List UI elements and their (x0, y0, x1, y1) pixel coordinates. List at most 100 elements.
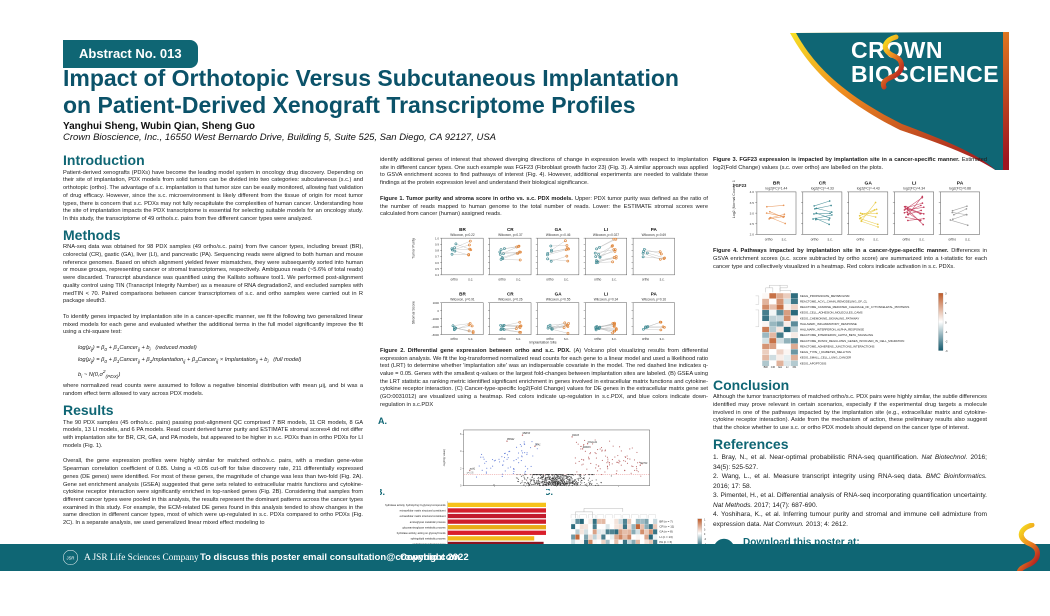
svg-text:Wilcoxon, p=0.34: Wilcoxon, p=0.34 (594, 297, 619, 301)
svg-text:ortho: ortho (594, 277, 601, 281)
svg-text:extracellular matrix structura: extracellular matrix structural constitu… (400, 514, 446, 518)
svg-text:LI: LI (912, 181, 917, 187)
svg-text:s.c.: s.c. (564, 277, 569, 281)
svg-text:PA: PA (793, 365, 797, 369)
svg-text:0: 0 (437, 309, 439, 313)
svg-text:6: 6 (460, 434, 462, 436)
svg-text:log2(FC)=4.34: log2(FC)=4.34 (903, 187, 925, 191)
svg-text:s.c.: s.c. (660, 277, 665, 281)
svg-text:log2(FC)=-4.43: log2(FC)=-4.43 (857, 187, 880, 191)
svg-text:Wilcoxon, p=0.37: Wilcoxon, p=0.37 (498, 233, 523, 237)
svg-text:sphingolipid metabolic process: sphingolipid metabolic process (411, 537, 447, 541)
svg-text:REACTOME_CASPASE_MEDIATED_CLEA: REACTOME_CASPASE_MEDIATED_CLEAVAGE_OF_CY… (800, 305, 909, 309)
svg-text:KEGG_APOPTOSIS: KEGG_APOPTOSIS (800, 361, 826, 365)
svg-text:-3000: -3000 (432, 333, 440, 337)
svg-text:BR: BR (459, 227, 466, 232)
svg-text:0: 0 (945, 320, 947, 324)
svg-text:3.5: 3.5 (750, 201, 755, 205)
svg-text:ortho: ortho (948, 238, 956, 242)
svg-text:4: 4 (460, 451, 462, 453)
svg-text:Stromal Score: Stromal Score (412, 301, 416, 324)
svg-text:BR (n = 7): BR (n = 7) (659, 519, 672, 523)
svg-text:KEGG_TYPE_I_DIABETES_MELLITUS: KEGG_TYPE_I_DIABETES_MELLITUS (800, 350, 851, 354)
svg-text:-0.5: -0.5 (704, 538, 706, 541)
svg-text:Tumor Purity: Tumor Purity (412, 238, 416, 259)
svg-text:ortho: ortho (902, 238, 910, 242)
svg-text:LI: LI (604, 291, 608, 296)
svg-text:s.c.: s.c. (612, 337, 617, 341)
svg-text:extracellular matrix structura: extracellular matrix structural constitu… (400, 509, 446, 513)
svg-text:Wilcoxon, p=0.55: Wilcoxon, p=0.55 (546, 297, 571, 301)
svg-text:0.5: 0.5 (435, 267, 439, 271)
svg-text:0.9: 0.9 (435, 242, 439, 246)
svg-text:PA: PA (957, 181, 964, 187)
svg-text:s.c.: s.c. (468, 277, 473, 281)
svg-text:ortho: ortho (811, 238, 819, 242)
svg-text:GA: GA (555, 227, 563, 232)
svg-text:GA (n = 8): GA (n = 8) (659, 530, 672, 534)
svg-text:CR: CR (507, 227, 514, 232)
svg-text:REACTOME_RUNX2_REGULATES_GENES: REACTOME_RUNX2_REGULATES_GENES_INVOLVED_… (800, 338, 904, 342)
svg-text:BR: BR (764, 365, 768, 369)
svg-text:0.7: 0.7 (435, 255, 439, 259)
svg-text:1: 1 (945, 310, 947, 314)
svg-text:ortho: ortho (451, 277, 458, 281)
svg-text:3: 3 (945, 291, 947, 295)
svg-text:s.c.: s.c. (564, 337, 569, 341)
svg-text:GA: GA (555, 291, 563, 296)
svg-text:Wilcoxon, p=0.027: Wilcoxon, p=0.027 (593, 233, 619, 237)
svg-text:FGF23: FGF23 (572, 435, 580, 437)
svg-text:s.c.: s.c. (873, 238, 878, 242)
svg-text:hydrolase activity, acting on: hydrolase activity, acting on glycosyl b… (397, 531, 447, 535)
svg-text:0.6: 0.6 (435, 261, 439, 265)
svg-text:1: 1 (704, 523, 706, 526)
svg-text:LI: LI (786, 365, 789, 369)
svg-text:0.5: 0.5 (704, 528, 706, 531)
svg-text:-1000: -1000 (432, 317, 440, 321)
svg-text:s.c.: s.c. (965, 238, 970, 242)
svg-text:log2(FC)=-4.33: log2(FC)=-4.33 (811, 187, 834, 191)
svg-text:BR: BR (459, 291, 466, 296)
svg-text:0.4: 0.4 (435, 273, 439, 277)
svg-text:ortho: ortho (451, 337, 458, 341)
svg-text:GA: GA (778, 365, 782, 369)
svg-text:s.c.: s.c. (660, 337, 665, 341)
svg-text:MMP13: MMP13 (523, 433, 531, 435)
svg-text:1.0: 1.0 (435, 236, 439, 240)
svg-text:0: 0 (460, 486, 462, 487)
svg-text:actb1: actb1 (470, 468, 476, 471)
svg-text:KEGG_PROPANOATE_METABOLISM: KEGG_PROPANOATE_METABOLISM (800, 293, 850, 297)
svg-text:ortho: ortho (498, 277, 505, 281)
svg-text:glycosaminoglycan metabolic pr: glycosaminoglycan metabolic process (403, 525, 447, 529)
svg-text:0: 0 (704, 533, 706, 536)
svg-text:s.c.: s.c. (468, 337, 473, 341)
svg-text:q=0.05: q=0.05 (467, 473, 475, 475)
svg-text:Wilcoxon, p=0.22: Wilcoxon, p=0.22 (450, 233, 475, 237)
svg-text:-log10(q value): -log10(q value) (442, 449, 446, 466)
svg-text:HALLMARK_INTERFERON_ALPHA_RESP: HALLMARK_INTERFERON_ALPHA_RESPONSE (800, 327, 864, 331)
svg-text:s.c.: s.c. (612, 277, 617, 281)
svg-text:PA: PA (651, 227, 658, 232)
svg-text:KEGG_SMALL_CELL_LUNG_CANCER: KEGG_SMALL_CELL_LUNG_CANCER (800, 355, 851, 359)
svg-text:JSR: JSR (67, 556, 75, 561)
svg-text:CR (n = 11): CR (n = 11) (659, 524, 674, 528)
svg-text:MYH11: MYH11 (640, 463, 648, 465)
svg-text:PRSS2: PRSS2 (507, 439, 515, 441)
svg-text:-2: -2 (945, 339, 948, 343)
svg-text:PA: PA (651, 291, 658, 296)
svg-text:log2(FC)=0.88: log2(FC)=0.88 (949, 187, 971, 191)
svg-text:CR: CR (819, 181, 827, 187)
svg-text:4.0: 4.0 (750, 191, 755, 195)
svg-text:CR: CR (507, 291, 514, 296)
svg-text:log2(FC)=1.44: log2(FC)=1.44 (766, 187, 788, 191)
svg-text:ortho: ortho (594, 337, 601, 341)
svg-text:s.c.: s.c. (516, 337, 521, 341)
svg-text:REACTOME_ACYL_CHAIN_REMODELING: REACTOME_ACYL_CHAIN_REMODELING_OF_CL (800, 299, 868, 303)
svg-text:Wilcoxon, p=0.26: Wilcoxon, p=0.26 (498, 297, 523, 301)
svg-text:ortho: ortho (765, 238, 773, 242)
svg-text:ortho: ortho (498, 337, 505, 341)
svg-text:2.5: 2.5 (750, 222, 755, 226)
svg-text:aminoglycan metabolic process: aminoglycan metabolic process (410, 520, 446, 524)
svg-text:REACTOME_ADHERENS_JUNCTIONS_IN: REACTOME_ADHERENS_JUNCTIONS_INTERACTIONS (800, 344, 875, 348)
svg-text:ortho: ortho (857, 238, 865, 242)
